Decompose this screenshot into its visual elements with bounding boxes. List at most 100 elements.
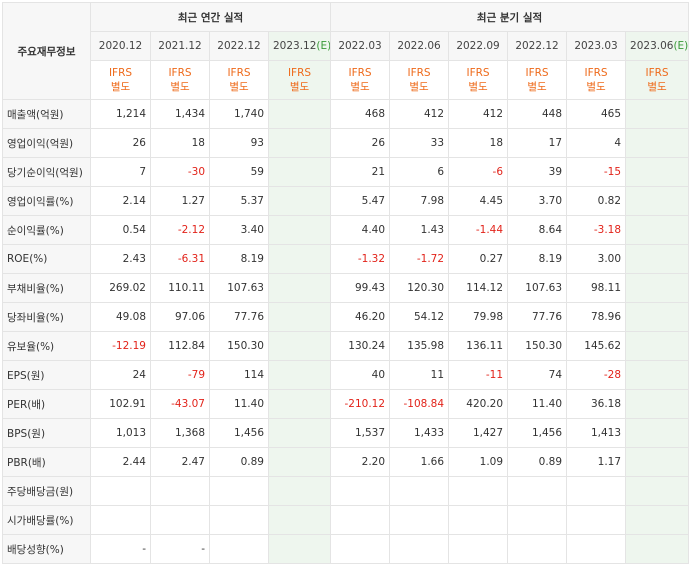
value-cell: 120.30 — [389, 273, 450, 303]
ifrs-top: IFRS — [584, 67, 608, 79]
value-cell: 448 — [507, 99, 568, 129]
value-cell: 93 — [209, 128, 269, 158]
value-cell — [625, 534, 690, 564]
value-cell: 2.43 — [90, 244, 151, 274]
value-cell — [625, 215, 690, 245]
table-row: 주당배당금(원) — [2, 476, 690, 506]
value-cell: 21 — [330, 157, 391, 187]
ifrs-bottom: 별도 — [527, 81, 547, 93]
value-cell: -3.18 — [566, 215, 627, 245]
value-cell — [625, 476, 690, 506]
table-row: 시가배당률(%) — [2, 505, 690, 535]
ifrs-bottom: 별도 — [170, 81, 190, 93]
value-cell: 0.89 — [507, 447, 568, 477]
value-cell — [625, 157, 690, 187]
period-label: 2022.06 — [397, 40, 441, 52]
value-cell: 1,214 — [90, 99, 151, 129]
table-row: 배당성향(%) - - — [2, 534, 690, 564]
ifrs-label: IFRS 별도 — [389, 60, 450, 100]
value-cell — [267, 447, 332, 477]
value-cell: -15 — [566, 157, 627, 187]
period-header: 2020.12 — [90, 31, 151, 61]
period-header: 2022.06 — [389, 31, 450, 61]
value-cell: 1,456 — [507, 418, 568, 448]
value-cell: 468 — [330, 99, 391, 129]
value-cell: -12.19 — [90, 331, 151, 361]
period-header: 2022.12 — [507, 31, 568, 61]
value-cell: 2.47 — [150, 447, 210, 477]
value-cell: 145.62 — [566, 331, 627, 361]
value-cell: -43.07 — [150, 389, 210, 419]
value-cell — [625, 505, 690, 535]
value-cell: -79 — [150, 360, 210, 390]
table-row: 순이익률(%) 0.54 -2.12 3.40 4.40 1.43 -1.44 8.64 -3.… — [2, 215, 690, 245]
value-cell — [625, 418, 690, 448]
value-cell: 150.30 — [507, 331, 568, 361]
value-cell: -210.12 — [330, 389, 391, 419]
value-cell: 8.19 — [507, 244, 568, 274]
value-cell: 1,413 — [566, 418, 627, 448]
table-row: ROE(%) 2.43 -6.31 8.19 -1.32 -1.72 0.27 8.19 3.0… — [2, 244, 690, 274]
value-cell: 412 — [448, 99, 509, 129]
value-cell — [507, 505, 568, 535]
value-cell: 136.11 — [448, 331, 509, 361]
value-cell — [150, 476, 210, 506]
row-label: ROE(%) — [2, 244, 91, 274]
table-row: 부채비율(%) 269.02 110.11 107.63 99.43 120.30 114.… — [2, 273, 690, 303]
value-cell — [209, 476, 269, 506]
ifrs-bottom: 별도 — [409, 81, 429, 93]
value-cell: 420.20 — [448, 389, 509, 419]
ifrs-bottom: 별도 — [468, 81, 488, 93]
table-row: BPS(원) 1,013 1,368 1,456 1,537 1,433 1,427 1,45… — [2, 418, 690, 448]
ifrs-top: IFRS — [287, 67, 312, 79]
value-cell: 40 — [330, 360, 391, 390]
value-cell: 3.00 — [566, 244, 627, 274]
table-row: 당기순이익(억원) 7 -30 59 21 6 -6 39 -15 — [2, 157, 690, 187]
value-cell: 4.45 — [448, 186, 509, 216]
value-cell: 2.44 — [90, 447, 151, 477]
period-header: 2022.09 — [448, 31, 509, 61]
value-cell: -2.12 — [150, 215, 210, 245]
row-label: 부채비율(%) — [2, 273, 91, 303]
value-cell — [90, 476, 151, 506]
value-cell — [389, 505, 450, 535]
value-cell — [625, 186, 690, 216]
ifrs-top: IFRS — [227, 67, 251, 79]
value-cell: 107.63 — [507, 273, 568, 303]
value-cell — [267, 418, 332, 448]
ifrs-label: IFRS 별도 — [150, 60, 210, 100]
value-cell — [150, 505, 210, 535]
value-cell — [625, 331, 690, 361]
row-label: PER(배) — [2, 389, 91, 419]
table-row: EPS(원) 24 -79 114 40 11 -11 74 -28 — [2, 360, 690, 390]
value-cell: 79.98 — [448, 302, 509, 332]
value-cell — [507, 476, 568, 506]
value-cell: 110.11 — [150, 273, 210, 303]
ifrs-top: IFRS — [525, 67, 549, 79]
ifrs-bottom: 별도 — [586, 81, 606, 93]
row-label: 주당배당금(원) — [2, 476, 91, 506]
ifrs-top: IFRS — [466, 67, 490, 79]
value-cell: 0.89 — [209, 447, 269, 477]
value-cell — [448, 476, 509, 506]
estimate-mark: (E) — [673, 40, 689, 52]
period-label: 2023.03 — [574, 40, 618, 52]
value-cell: 1,368 — [150, 418, 210, 448]
value-cell: -1.32 — [330, 244, 391, 274]
value-cell — [267, 244, 332, 274]
ifrs-bottom: 별도 — [229, 81, 249, 93]
value-cell: 99.43 — [330, 273, 391, 303]
value-cell — [267, 505, 332, 535]
value-cell: 97.06 — [150, 302, 210, 332]
ifrs-top: IFRS — [407, 67, 431, 79]
value-cell: 18 — [448, 128, 509, 158]
period-header: 2022.12 — [209, 31, 269, 61]
value-cell: 17 — [507, 128, 568, 158]
value-cell — [267, 389, 332, 419]
value-cell — [209, 534, 269, 564]
period-label: 2022.03 — [338, 40, 382, 52]
value-cell: -11 — [448, 360, 509, 390]
value-cell: 74 — [507, 360, 568, 390]
value-cell: 5.37 — [209, 186, 269, 216]
row-label: 당기순이익(억원) — [2, 157, 91, 187]
